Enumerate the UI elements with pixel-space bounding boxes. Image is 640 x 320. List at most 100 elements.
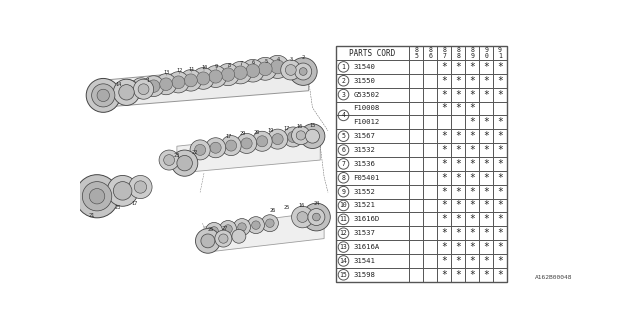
Text: *: *: [442, 187, 447, 196]
Text: 16: 16: [296, 124, 303, 130]
Text: 23: 23: [173, 153, 180, 158]
Text: *: *: [483, 62, 489, 72]
Bar: [451, 240, 465, 254]
Circle shape: [205, 66, 227, 87]
Bar: [336, 198, 410, 212]
Text: *: *: [469, 201, 475, 211]
Text: 11: 11: [188, 67, 195, 72]
Circle shape: [134, 79, 154, 99]
Circle shape: [220, 220, 237, 237]
Bar: [465, 46, 479, 60]
Bar: [336, 129, 410, 143]
Text: *: *: [455, 187, 461, 196]
Bar: [479, 88, 493, 101]
Circle shape: [92, 84, 115, 107]
Bar: [423, 46, 437, 60]
Text: *: *: [469, 242, 475, 252]
Text: *: *: [442, 214, 447, 224]
Bar: [479, 198, 493, 212]
Bar: [479, 116, 493, 129]
Bar: [479, 143, 493, 157]
Text: 25: 25: [207, 227, 213, 232]
Circle shape: [192, 68, 214, 89]
Text: 25: 25: [284, 204, 290, 210]
Text: 31532: 31532: [353, 147, 376, 153]
Circle shape: [237, 133, 257, 153]
Bar: [423, 254, 437, 268]
Text: *: *: [442, 103, 447, 114]
Text: *: *: [497, 117, 503, 127]
Text: G53502: G53502: [353, 92, 380, 98]
Text: *: *: [455, 270, 461, 280]
Circle shape: [195, 144, 205, 156]
Bar: [465, 74, 479, 88]
Text: 10: 10: [201, 65, 207, 70]
Text: *: *: [442, 62, 447, 72]
Circle shape: [210, 227, 218, 235]
Bar: [423, 212, 437, 226]
Bar: [410, 101, 423, 116]
Bar: [437, 254, 451, 268]
Text: 14: 14: [116, 82, 122, 87]
Text: *: *: [455, 103, 461, 114]
Bar: [410, 226, 423, 240]
Text: 6: 6: [342, 147, 346, 153]
Circle shape: [143, 76, 164, 97]
Text: 9: 9: [342, 188, 346, 195]
Bar: [465, 185, 479, 198]
Circle shape: [156, 74, 177, 95]
Bar: [465, 171, 479, 185]
Text: *: *: [497, 242, 503, 252]
Bar: [437, 74, 451, 88]
Text: *: *: [497, 214, 503, 224]
Bar: [493, 143, 507, 157]
Circle shape: [296, 131, 305, 140]
Bar: [451, 116, 465, 129]
Bar: [410, 129, 423, 143]
Text: 31540: 31540: [353, 64, 376, 70]
Polygon shape: [177, 131, 320, 173]
Bar: [437, 226, 451, 240]
Circle shape: [83, 182, 112, 211]
Circle shape: [287, 132, 299, 142]
Bar: [493, 74, 507, 88]
Bar: [493, 116, 507, 129]
Bar: [493, 171, 507, 185]
Text: 3: 3: [289, 57, 292, 62]
Bar: [479, 171, 493, 185]
Text: 31552: 31552: [353, 188, 376, 195]
Text: *: *: [455, 214, 461, 224]
Text: *: *: [497, 159, 503, 169]
Circle shape: [232, 229, 246, 243]
Bar: [493, 240, 507, 254]
Text: *: *: [483, 90, 489, 100]
Text: *: *: [483, 145, 489, 155]
Text: *: *: [483, 228, 489, 238]
Circle shape: [90, 188, 105, 204]
Bar: [437, 143, 451, 157]
Circle shape: [300, 124, 325, 148]
Text: *: *: [483, 256, 489, 266]
Bar: [479, 226, 493, 240]
Bar: [451, 268, 465, 282]
Text: *: *: [469, 62, 475, 72]
Circle shape: [305, 129, 319, 143]
Text: *: *: [483, 76, 489, 86]
Bar: [410, 60, 423, 74]
Text: F10012: F10012: [353, 119, 380, 125]
Text: 9: 9: [215, 64, 218, 69]
Text: *: *: [469, 131, 475, 141]
Bar: [479, 157, 493, 171]
Text: *: *: [455, 145, 461, 155]
Circle shape: [234, 219, 250, 236]
Bar: [465, 129, 479, 143]
Bar: [465, 268, 479, 282]
Text: 21: 21: [88, 213, 95, 218]
Text: 12: 12: [176, 68, 182, 73]
Text: 5: 5: [342, 133, 346, 139]
Circle shape: [164, 155, 175, 165]
Bar: [493, 46, 507, 60]
Bar: [423, 88, 437, 101]
Bar: [493, 88, 507, 101]
Bar: [336, 157, 410, 171]
